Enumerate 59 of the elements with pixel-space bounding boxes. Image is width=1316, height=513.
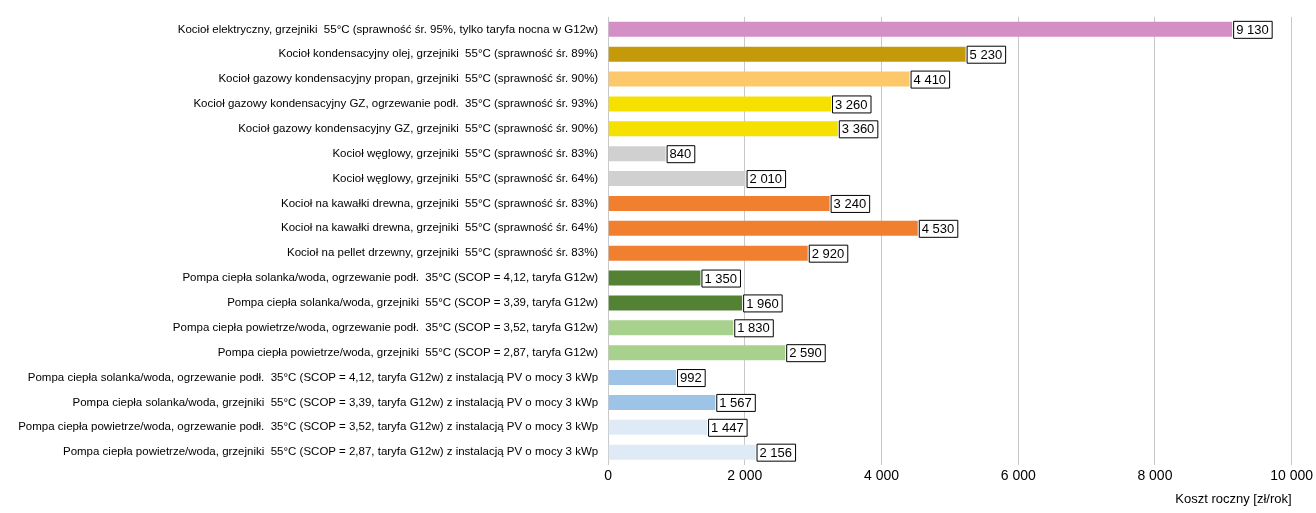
x-tick-label: 2 000 <box>727 466 763 483</box>
data-label: 2 010 <box>749 171 783 187</box>
y-tick-label: Kocioł kondensacyjny olej, grzejniki 55°C (sprawność śr. 89%) <box>278 47 599 60</box>
bar <box>608 121 838 137</box>
data-label: 1 830 <box>737 320 770 336</box>
data-label: 992 <box>679 370 702 386</box>
x-tick-label: 4 000 <box>864 466 900 483</box>
y-tick-label: Pompa ciepła solanka/woda, ogrzewanie podł. 35°C (SCOP = 4,12, taryfa G12w) <box>182 271 599 284</box>
bar <box>608 295 743 311</box>
y-tick-label: Kocioł gazowy kondensacyjny GZ, grzejniki 55°C (sprawność śr. 90%) <box>238 122 599 134</box>
x-tick-label: 10 000 <box>1270 466 1314 483</box>
data-label: 2 156 <box>759 444 793 460</box>
bar <box>608 96 831 112</box>
y-tick-label: Pompa ciepła solanka/woda, grzejniki 55°C (SCOP = 3,39, taryfa G12w) z instalacją PV o mocy 3 kWp <box>72 395 599 408</box>
y-tick-label: Kocioł gazowy kondensacyjny GZ, ogrzewanie podł. 35°C (sprawność śr. 93%) <box>193 97 599 110</box>
bar <box>608 419 708 435</box>
bar <box>608 270 701 286</box>
data-label: 840 <box>669 146 692 162</box>
bar <box>608 46 966 62</box>
bar <box>608 345 786 361</box>
y-tick-label: Pompa ciepła powietrze/woda, grzejniki 55°C (SCOP = 2,87, taryfa G12w) <box>217 345 599 358</box>
data-label: 5 230 <box>969 46 1003 62</box>
data-label: 1 350 <box>704 270 737 286</box>
y-tick-label: Pompa ciepła powietrze/woda, grzejniki 55°C (SCOP = 2,87, taryfa G12w) z instalacją PV o mocy 3 kWp <box>62 445 599 458</box>
y-tick-label: Kocioł na pellet drzewny, grzejniki 55°C (sprawność śr. 83%) <box>287 246 599 259</box>
data-label: 1 447 <box>711 419 744 435</box>
data-label: 1 567 <box>719 395 752 410</box>
bar <box>608 245 808 261</box>
y-tick-label: Kocioł gazowy kondensacyjny propan, grzejniki 55°C (sprawność śr. 90%) <box>218 72 599 85</box>
data-label: 9 130 <box>1236 21 1269 37</box>
bar <box>608 21 1233 37</box>
bar <box>608 195 830 211</box>
y-tick-label: Pompa ciepła powietrze/woda, ogrzewanie podł. 35°C (SCOP = 3,52, taryfa G12w) <box>172 320 599 333</box>
data-label: 1 960 <box>746 295 779 311</box>
y-tick-label: Kocioł na kawałki drewna, grzejniki 55°C (sprawność śr. 83%) <box>281 196 599 209</box>
data-label: 3 260 <box>834 96 868 112</box>
bar <box>608 370 676 386</box>
data-label: 2 590 <box>789 345 822 361</box>
data-label: 4 410 <box>913 71 947 87</box>
y-tick-label: Pompa ciepła solanka/woda, ogrzewanie podł. 35°C (SCOP = 4,12, taryfa G12w) z instalacją PV o mocy 3 kWp <box>27 370 599 383</box>
bar <box>608 320 734 336</box>
x-tick-label: 6 000 <box>1000 466 1036 483</box>
y-tick-label: Kocioł węglowy, grzejniki 55°C (sprawność śr. 64%) <box>332 171 599 184</box>
data-label: 3 240 <box>833 196 867 212</box>
x-tick-label: 8 000 <box>1137 466 1173 483</box>
x-tick-label: 0 <box>604 466 613 483</box>
bar <box>608 444 756 460</box>
y-tick-label: Pompa ciepła powietrze/woda, ogrzewanie podł. 35°C (SCOP = 3,52, taryfa G12w) z instalacją PV o mocy 3 kWp <box>18 420 599 433</box>
bar <box>608 394 716 410</box>
y-tick-label: Kocioł na kawałki drewna, grzejniki 55°C (sprawność śr. 64%) <box>281 221 599 234</box>
y-tick-label: Pompa ciepła solanka/woda, grzejniki 55°C (SCOP = 3,39, taryfa G12w) <box>227 296 599 309</box>
data-label: 3 360 <box>841 121 875 137</box>
bar <box>608 220 918 236</box>
x-axis-title: Koszt roczny [zł/rok] <box>1175 490 1292 506</box>
data-label: 4 530 <box>921 220 955 236</box>
y-tick-label: Kocioł elektryczny, grzejniki 55°C (sprawność śr. 95%, tylko taryfa nocna w G12w) <box>177 22 599 35</box>
bar <box>608 71 910 87</box>
data-label: 2 920 <box>811 245 845 261</box>
y-tick-label: Kocioł węglowy, grzejniki 55°C (sprawność śr. 83%) <box>332 146 599 159</box>
